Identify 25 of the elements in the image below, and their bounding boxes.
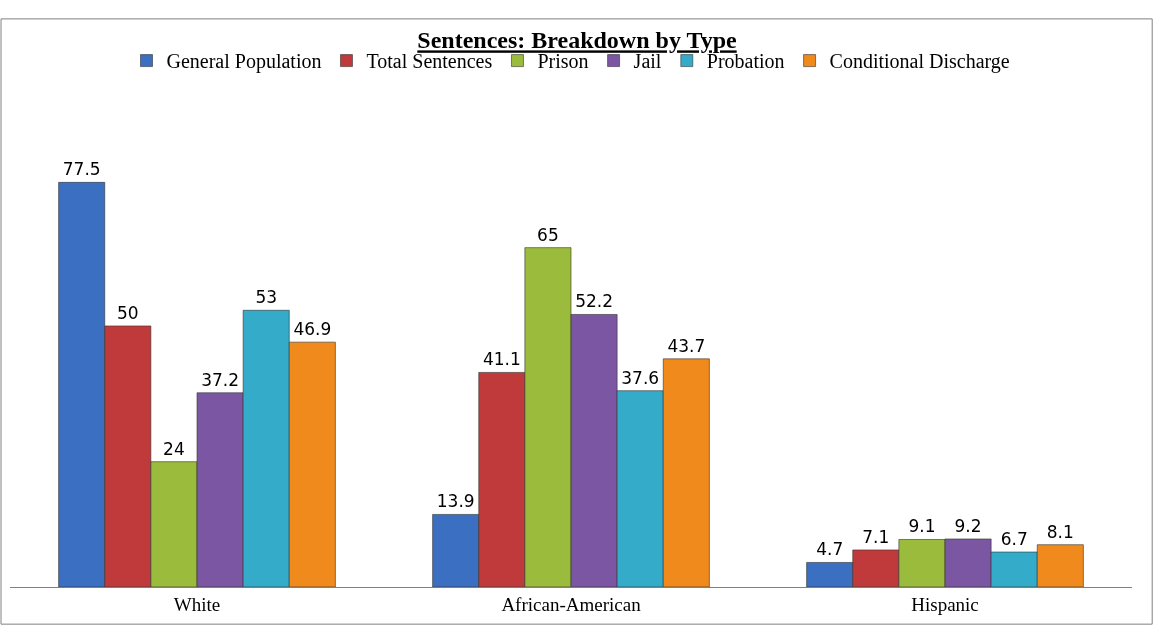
data-label: 4.7: [816, 539, 844, 560]
legend-label: General Population: [166, 50, 322, 74]
data-label: 46.9: [293, 319, 332, 340]
data-label: 13.9: [436, 491, 475, 512]
x-tick-label: White: [173, 593, 221, 615]
data-label: 53: [255, 287, 278, 308]
data-label: 65: [537, 224, 559, 245]
data-label: 52.2: [575, 291, 613, 312]
legend-label: Conditional Discharge: [829, 50, 1010, 74]
x-tick-label: African-American: [501, 593, 642, 615]
data-label: 9.1: [908, 516, 936, 537]
data-label: 41.1: [482, 349, 521, 370]
data-label: 24: [163, 438, 185, 459]
legend-label: Prison: [537, 50, 589, 73]
data-label: 43.7: [667, 335, 706, 356]
data-label: 7.1: [862, 526, 890, 547]
data-label: 6.7: [1000, 529, 1028, 550]
data-label: 50: [116, 302, 139, 323]
data-label: 9.2: [954, 515, 982, 536]
legend-label: Total Sentences: [366, 50, 493, 73]
data-label: 37.2: [201, 369, 239, 390]
data-label: 8.1: [1046, 521, 1074, 542]
data-label: 77.5: [62, 159, 101, 180]
data-label: 37.6: [621, 367, 660, 388]
x-tick-label: Hispanic: [911, 593, 979, 615]
